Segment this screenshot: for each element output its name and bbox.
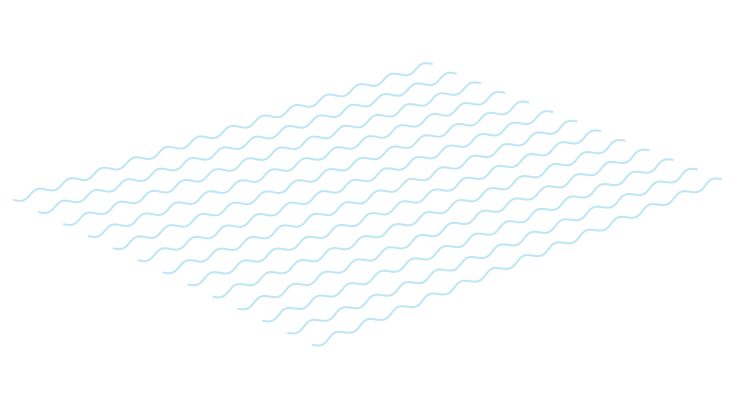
- wave-line: [87, 90, 506, 239]
- wave-line: [112, 100, 530, 251]
- wave-line: [62, 81, 482, 226]
- wave-line: [237, 148, 650, 311]
- wave-line: [13, 62, 433, 202]
- wave-line: [162, 119, 578, 275]
- wave-line: [312, 177, 722, 347]
- wave-line: [287, 167, 698, 335]
- wave-line: [187, 129, 602, 287]
- wave-line: [37, 71, 458, 214]
- wave-line: [262, 158, 674, 323]
- wave-line: [212, 139, 626, 299]
- wave-line: [137, 110, 554, 263]
